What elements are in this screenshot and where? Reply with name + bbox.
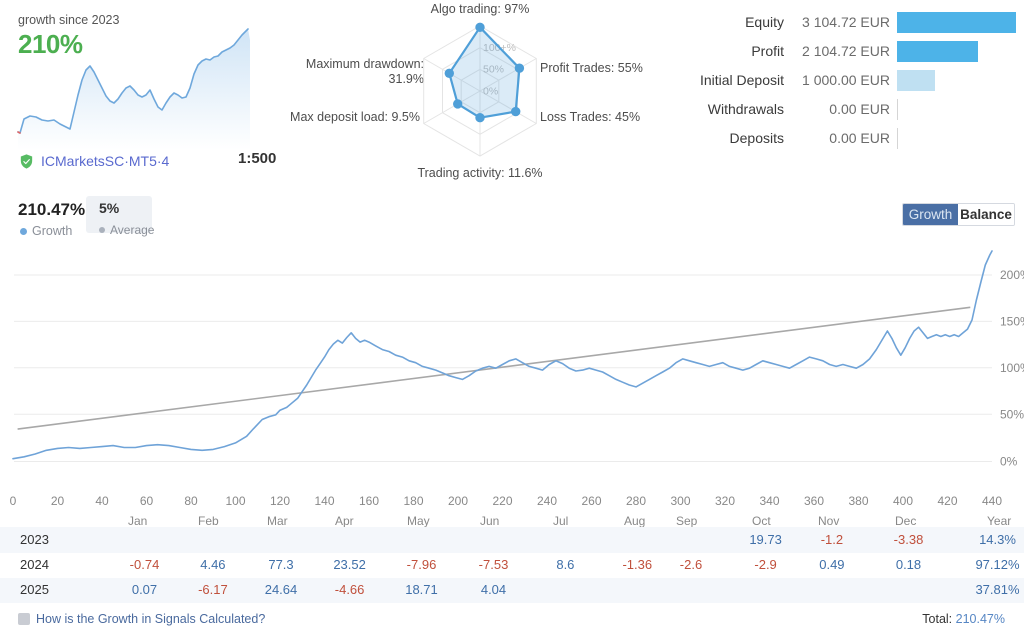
svg-text:300: 300 [670, 495, 690, 508]
svg-text:Trading activity: 11.6%: Trading activity: 11.6% [417, 166, 542, 180]
svg-text:220: 220 [492, 495, 512, 508]
svg-text:Max deposit load: 9.5%: Max deposit load: 9.5% [290, 110, 420, 124]
svg-text:160: 160 [359, 495, 379, 508]
svg-text:20: 20 [51, 495, 65, 508]
svg-text:400: 400 [893, 495, 913, 508]
svg-text:100: 100 [225, 495, 245, 508]
svg-text:440: 440 [982, 495, 1002, 508]
svg-text:Maximum drawdown:: Maximum drawdown: [306, 57, 424, 71]
svg-text:320: 320 [715, 495, 735, 508]
svg-text:200: 200 [448, 495, 468, 508]
svg-text:31.9%: 31.9% [389, 72, 424, 86]
svg-text:Algo trading: 97%: Algo trading: 97% [431, 2, 530, 16]
svg-text:380: 380 [848, 495, 868, 508]
svg-text:180: 180 [403, 495, 423, 508]
svg-text:Loss Trades: 45%: Loss Trades: 45% [540, 110, 640, 124]
svg-text:40: 40 [95, 495, 109, 508]
svg-text:280: 280 [626, 495, 646, 508]
svg-text:120: 120 [270, 495, 290, 508]
svg-text:360: 360 [804, 495, 824, 508]
svg-text:340: 340 [759, 495, 779, 508]
svg-text:80: 80 [184, 495, 198, 508]
svg-text:260: 260 [581, 495, 601, 508]
svg-text:240: 240 [537, 495, 557, 508]
svg-text:200%: 200% [1000, 268, 1024, 282]
svg-text:50%: 50% [1000, 407, 1024, 421]
svg-text:100%: 100% [1000, 361, 1024, 375]
svg-text:420: 420 [937, 495, 957, 508]
svg-text:150%: 150% [1000, 314, 1024, 328]
svg-text:60: 60 [140, 495, 154, 508]
svg-text:0%: 0% [1000, 455, 1018, 469]
svg-text:Profit Trades: 55%: Profit Trades: 55% [540, 61, 643, 75]
svg-text:0: 0 [10, 495, 17, 508]
svg-text:140: 140 [314, 495, 334, 508]
